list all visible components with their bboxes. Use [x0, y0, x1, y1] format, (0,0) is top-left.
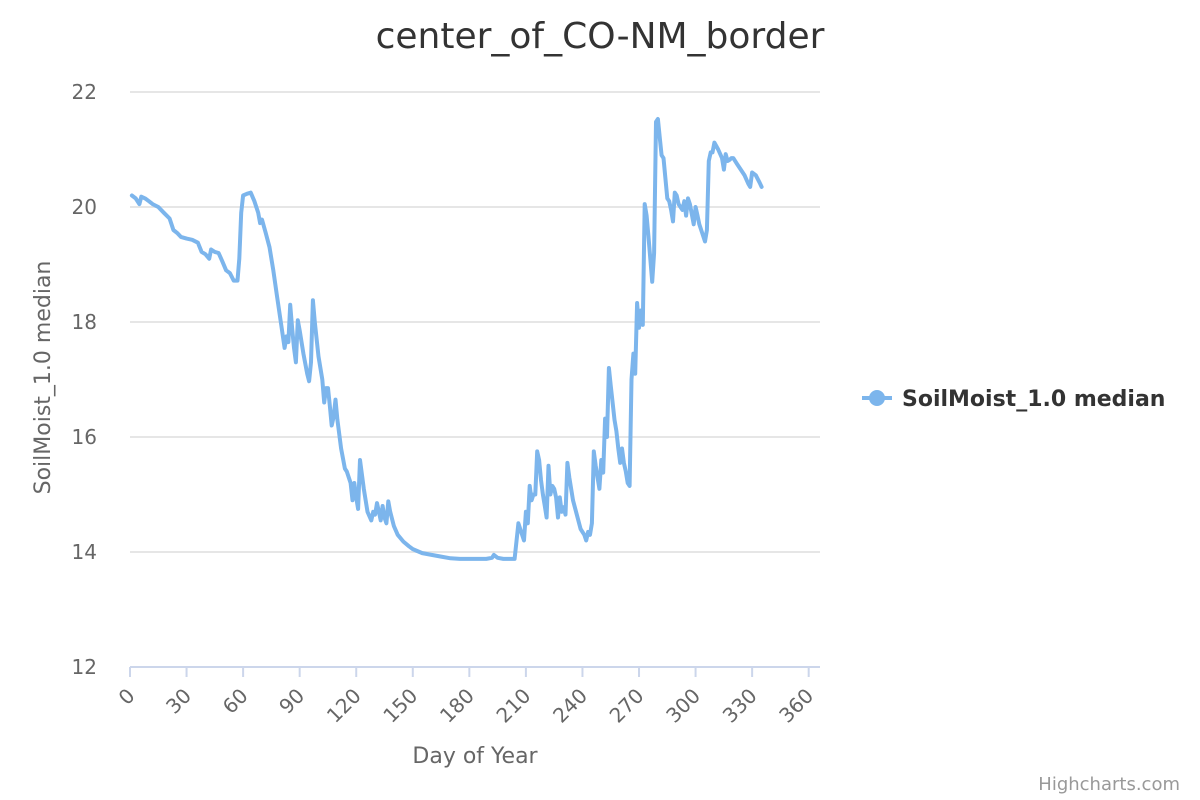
chart-title: center_of_CO-NM_border	[376, 16, 825, 57]
x-tick-label: 180	[435, 684, 479, 728]
x-tick-label: 150	[378, 684, 422, 728]
y-tick-label: 16	[72, 425, 97, 449]
series-line-soilmoist[interactable]	[129, 117, 764, 561]
x-tick-label: 240	[548, 684, 592, 728]
y-tick-label: 20	[72, 195, 97, 219]
x-tick-label: 0	[114, 684, 140, 710]
x-tick-label: 300	[661, 684, 705, 728]
legend-dot-marker	[869, 390, 885, 406]
x-axis-ticks: 0 30 60 90 120 150 180 210 240 270 300 330 360	[114, 667, 818, 728]
legend-item[interactable]: SoilMoist_1.0 median	[862, 387, 1165, 412]
x-tick-label: 360	[774, 684, 818, 728]
legend-label: SoilMoist_1.0 median	[902, 387, 1165, 412]
x-tick-label: 30	[161, 684, 196, 719]
x-tick-label: 210	[491, 684, 535, 728]
y-tick-label: 22	[72, 80, 97, 104]
x-axis-title: Day of Year	[412, 744, 538, 769]
y-axis-title: SoilMoist_1.0 median	[31, 261, 56, 495]
x-tick-label: 120	[322, 684, 366, 728]
y-axis-ticks: 12 14 16 18 20 22	[72, 80, 97, 679]
y-tick-label: 18	[72, 310, 97, 334]
x-tick-label: 270	[605, 684, 649, 728]
x-tick-label: 90	[274, 684, 309, 719]
credits-link[interactable]: Highcharts.com	[1038, 774, 1180, 795]
y-tick-label: 14	[72, 540, 97, 564]
x-tick-label: 60	[218, 684, 253, 719]
x-tick-label: 330	[718, 684, 762, 728]
y-tick-label: 12	[72, 655, 97, 679]
gridlines	[130, 91, 820, 553]
